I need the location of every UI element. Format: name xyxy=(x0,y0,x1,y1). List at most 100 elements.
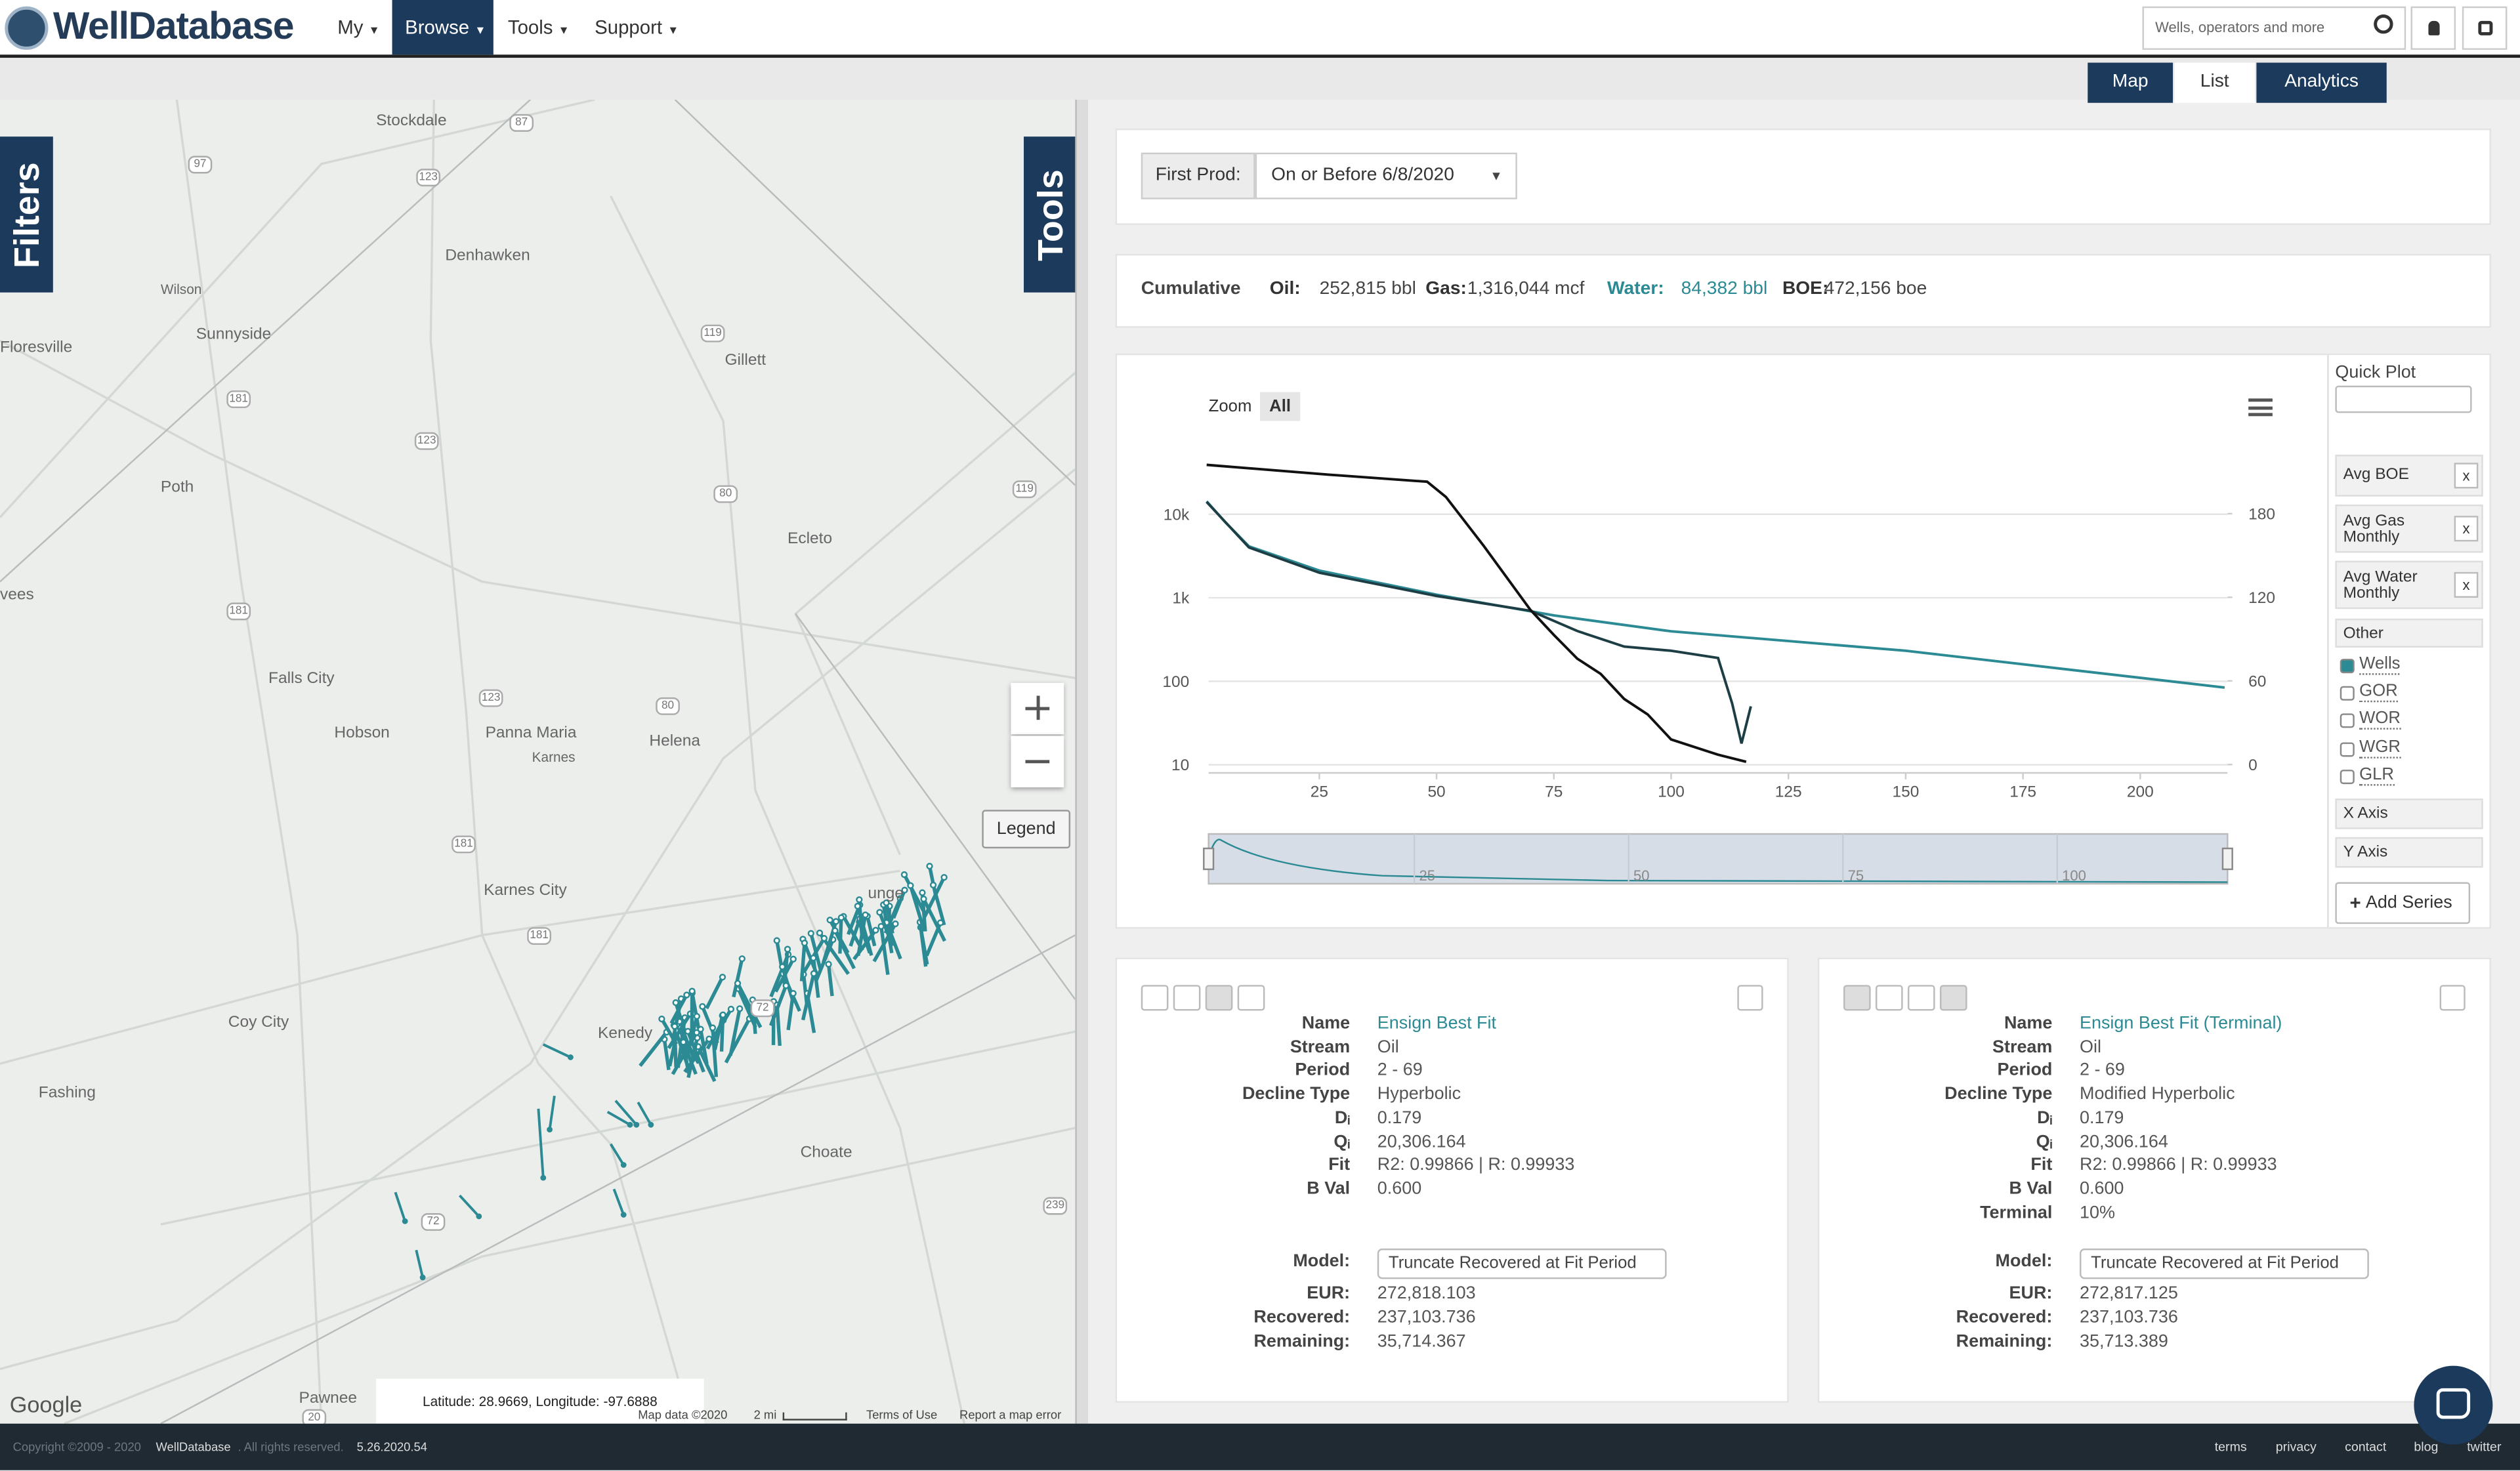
place-label: Denhawken xyxy=(445,247,530,266)
copy-button[interactable] xyxy=(1205,985,1233,1011)
caret: ▼ xyxy=(1490,169,1503,184)
well-head xyxy=(926,862,933,870)
chart-menu[interactable] xyxy=(2248,398,2273,417)
copy-button[interactable] xyxy=(1907,985,1935,1011)
well-lateral xyxy=(669,994,688,1024)
chat-button[interactable] xyxy=(2414,1365,2493,1445)
nav-item[interactable]: Support ▼ xyxy=(595,16,679,39)
well-lateral xyxy=(838,917,843,954)
fit-label: Stream xyxy=(1290,1037,1351,1057)
well-head xyxy=(680,1039,687,1046)
road xyxy=(0,99,595,518)
economics-button[interactable] xyxy=(1173,985,1201,1011)
road xyxy=(610,196,966,1424)
nav-item[interactable]: Browse ▼ xyxy=(392,0,494,55)
model-select[interactable]: Truncate Recovered at Fit Period xyxy=(2080,1248,2369,1279)
well-lateral xyxy=(537,1108,545,1178)
add-series-button[interactable]: Add Series + xyxy=(2335,882,2471,924)
quick-plot-select[interactable] xyxy=(2335,385,2472,413)
cumulative-item-label: Gas: xyxy=(1425,280,1467,299)
result-value: 35,713.389 xyxy=(2080,1332,2168,1352)
legend-button[interactable]: Legend xyxy=(982,810,1071,849)
remove-button[interactable]: x xyxy=(2454,463,2479,489)
visibility-button[interactable] xyxy=(1237,985,1265,1011)
fit-card xyxy=(1115,957,1789,1403)
well-head xyxy=(901,886,908,894)
filter-select[interactable]: On or Before 6/8/2020 ▼ xyxy=(1255,152,1517,199)
close-button[interactable] xyxy=(2439,985,2466,1011)
footer-link[interactable]: contact xyxy=(2345,1440,2387,1455)
place-label: Hobson xyxy=(334,724,390,743)
view-tab[interactable]: Map xyxy=(2088,62,2174,103)
search-box[interactable]: Wells, operators and more xyxy=(2142,6,2406,50)
remove-button[interactable]: x xyxy=(2454,516,2479,542)
well-head xyxy=(831,927,839,934)
cumulative-item-label: Oil: xyxy=(1269,280,1301,299)
side-tab[interactable]: Filters xyxy=(0,136,53,293)
checkbox[interactable] xyxy=(2340,714,2355,729)
fit-label: Fit xyxy=(2030,1155,2053,1175)
side-tab[interactable]: Tools xyxy=(1024,136,1077,293)
cumulative-item-value: 84,382 bbl xyxy=(1681,280,1768,299)
checkbox[interactable] xyxy=(2340,741,2355,756)
view-tab[interactable]: List xyxy=(2174,62,2255,103)
user-button[interactable] xyxy=(2410,6,2456,50)
user-icon xyxy=(2428,20,2440,35)
well-lateral xyxy=(712,1008,733,1041)
well-lateral xyxy=(705,976,724,1010)
well-head xyxy=(940,874,948,881)
well-head xyxy=(876,909,883,916)
well-head xyxy=(671,1023,679,1030)
result-value: 35,714.367 xyxy=(1377,1332,1466,1352)
nav-item[interactable]: Tools ▼ xyxy=(507,16,570,39)
search-icon xyxy=(2374,14,2393,34)
checkbox[interactable] xyxy=(2340,686,2355,701)
well-head xyxy=(900,871,908,879)
well-lateral xyxy=(728,1008,742,1056)
zoom-all[interactable]: All xyxy=(1260,392,1301,421)
logout-button[interactable] xyxy=(2462,6,2508,50)
footer-link[interactable]: twitter xyxy=(2467,1440,2502,1455)
map-attribution: Report a map error xyxy=(959,1407,1062,1422)
series-item-label: Avg BOE xyxy=(2343,466,2409,484)
nav-item[interactable]: My ▼ xyxy=(337,16,380,39)
close-button[interactable] xyxy=(1737,985,1763,1011)
caret: ▼ xyxy=(558,26,570,37)
fit-label: Terminal xyxy=(1980,1203,2053,1222)
remove-button[interactable]: x xyxy=(2454,571,2479,598)
economics-button[interactable] xyxy=(1875,985,1903,1011)
map-canvas xyxy=(0,99,1076,1424)
well-lateral xyxy=(612,1188,625,1216)
settings-button[interactable] xyxy=(1141,985,1169,1011)
view-tab[interactable]: Analytics xyxy=(2256,62,2387,103)
well-head xyxy=(688,987,696,995)
well-head xyxy=(540,1174,547,1181)
checkbox[interactable] xyxy=(2340,769,2355,784)
checkbox[interactable] xyxy=(2340,659,2355,674)
well-lateral xyxy=(774,958,795,993)
footer-link[interactable]: privacy xyxy=(2275,1440,2317,1455)
footer-link[interactable]: blog xyxy=(2414,1440,2439,1455)
well-head xyxy=(936,919,944,926)
well-lateral xyxy=(685,1016,699,1058)
footer-link[interactable]: terms xyxy=(2214,1440,2247,1455)
well-lateral xyxy=(923,877,946,918)
axis-section[interactable]: Y Axis xyxy=(2335,837,2483,868)
fit-value: Oil xyxy=(2080,1037,2101,1057)
fit-value: Hyperbolic xyxy=(1377,1085,1461,1104)
well-lateral xyxy=(679,1027,690,1074)
well-lateral xyxy=(606,1111,631,1127)
result-value: 237,103.736 xyxy=(1377,1308,1476,1327)
settings-button[interactable] xyxy=(1843,985,1871,1011)
well-lateral xyxy=(801,973,816,1021)
fit-value: 10% xyxy=(2080,1203,2115,1222)
result-label: Recovered: xyxy=(1253,1308,1351,1327)
well-head xyxy=(820,935,828,942)
well-lateral xyxy=(931,884,946,926)
axis-section[interactable]: X Axis xyxy=(2335,798,2483,829)
model-select[interactable]: Truncate Recovered at Fit Period xyxy=(1377,1248,1667,1279)
visibility-button[interactable] xyxy=(1939,985,1967,1011)
well-head xyxy=(856,896,863,903)
well-lateral xyxy=(786,993,795,1031)
